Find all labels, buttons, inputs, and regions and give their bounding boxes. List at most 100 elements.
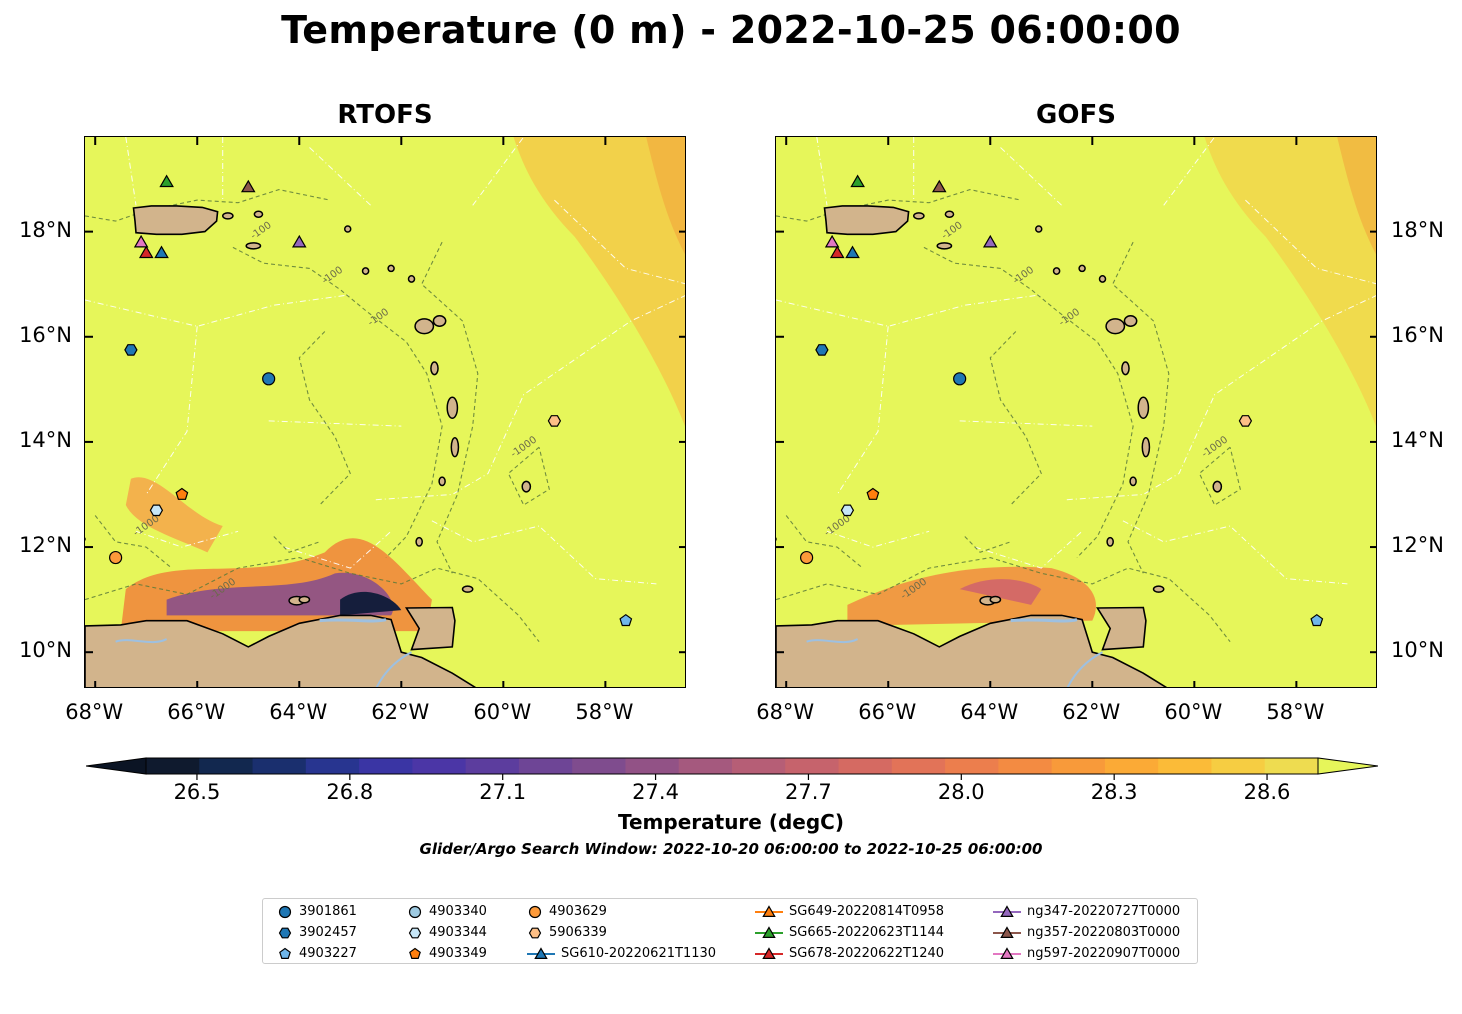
river <box>115 638 168 644</box>
river <box>806 638 859 644</box>
marker-4903349 <box>175 487 189 500</box>
cool-anomaly <box>166 572 394 616</box>
maritime-boundary <box>125 137 137 206</box>
bathymetry-contour <box>298 331 351 506</box>
island <box>1123 314 1138 328</box>
legend-marker-icon <box>755 904 783 917</box>
legend-label: SG678-20220622T1240 <box>789 946 945 961</box>
legend-item: ng347-20220727T0000 <box>993 901 1180 922</box>
island <box>298 595 311 604</box>
maritime-boundary <box>959 420 1093 427</box>
lon-tick-label: 58°W <box>575 700 634 724</box>
bathymetry-contour <box>507 446 550 506</box>
colorbar-tick-label: 27.1 <box>479 780 527 804</box>
colorbar-segment <box>412 758 467 774</box>
maritime-boundary <box>974 530 1083 569</box>
colorbar-segment <box>998 758 1053 774</box>
island <box>521 480 532 493</box>
island <box>414 318 435 335</box>
marker-SG610-20220621T1130 <box>154 245 169 259</box>
marker-4903227 <box>619 613 633 627</box>
colorbar-segment <box>838 758 893 774</box>
legend-item: 3902457 <box>277 922 357 943</box>
legend-symbol <box>279 947 291 959</box>
maritime-boundary <box>816 137 828 206</box>
island <box>387 264 395 273</box>
marker-ng357-20220803T0000 <box>240 179 256 193</box>
island <box>1052 267 1061 275</box>
legend-label: ng347-20220727T0000 <box>1027 904 1181 919</box>
island <box>1078 264 1086 273</box>
bathymetry-contour <box>421 241 479 574</box>
warm-anomaly-west <box>125 477 223 553</box>
legend-label: ng597-20220907T0000 <box>1027 946 1181 961</box>
marker-4903629 <box>800 550 814 565</box>
colorbar-over-extend <box>1317 757 1378 775</box>
panel-title-rtofs: RTOFS <box>337 100 433 130</box>
lat-tick-label: 16°N <box>19 322 72 347</box>
colorbar-segment <box>1264 758 1319 774</box>
colorbar-tick-label: 27.4 <box>632 780 679 804</box>
legend-item: 4903344 <box>407 922 487 943</box>
lon-tick-label: 66°W <box>167 700 226 724</box>
marker-4903344 <box>840 504 855 517</box>
legend-marker-icon <box>527 946 555 959</box>
legend-marker-icon <box>528 905 542 918</box>
marker-SG678-20220622T1240 <box>138 245 154 259</box>
lon-tick-label: 62°W <box>371 700 430 724</box>
legend-label: 4903629 <box>549 904 607 919</box>
colorbar-tick-label: 28.3 <box>1090 780 1138 804</box>
bathymetry-contour <box>232 246 443 558</box>
island <box>1034 225 1043 233</box>
maritime-boundary <box>268 420 402 427</box>
island <box>936 242 953 250</box>
island <box>446 396 459 420</box>
bathymetry-contour <box>1112 241 1170 574</box>
legend-symbol <box>408 905 422 918</box>
legend-item: ng597-20220907T0000 <box>993 943 1180 964</box>
bathymetry-contour <box>776 189 1022 222</box>
river <box>1066 651 1103 687</box>
lat-tick-label: 12°N <box>19 533 72 558</box>
bathymetry-contour <box>85 557 540 643</box>
island <box>1106 536 1114 547</box>
rtofs-map[interactable]: -100 -100 -100 -1000 -1000 -1000 <box>84 136 686 688</box>
legend-item: 4903227 <box>277 943 357 964</box>
lon-tick-label: 68°W <box>65 700 124 724</box>
colorbar-segment <box>305 758 360 774</box>
legend-marker-icon <box>755 925 783 938</box>
legend-marker-icon <box>278 927 292 938</box>
map-canvas: -100-100-100-1000-1000-1000 <box>776 137 1376 687</box>
legend-symbol <box>408 927 422 938</box>
colorbar-segment <box>359 758 413 774</box>
legend-symbol <box>1000 946 1014 959</box>
legend-label: 3902457 <box>299 925 357 940</box>
bathymetry-contour <box>785 515 864 569</box>
marker-ng347-20220727T0000 <box>291 234 307 248</box>
marker-ng597-20220907T0000 <box>133 234 149 248</box>
legend-label: SG649-20220814T0958 <box>789 904 945 919</box>
marker-3901861 <box>953 372 967 386</box>
lat-tick-label: 12°N <box>1391 533 1444 558</box>
legend-label: 4903344 <box>429 925 487 940</box>
marker-5906339 <box>1238 415 1253 427</box>
bathymetry-contour <box>85 189 331 222</box>
island <box>1098 275 1107 283</box>
colorbar-segment <box>625 758 680 774</box>
maritime-boundary <box>1163 137 1216 206</box>
gofs-map[interactable]: -100 -100 -100 -1000 -1000 -1000 <box>775 136 1377 688</box>
lat-tick-label: 10°N <box>19 638 72 663</box>
lat-tick-label: 16°N <box>1391 322 1444 347</box>
legend-symbol <box>278 927 292 938</box>
lat-tick-label: 18°N <box>1391 217 1444 242</box>
warm-water-core <box>646 137 685 255</box>
legend-symbol <box>1000 925 1014 938</box>
lon-tick-label: 68°W <box>756 700 815 724</box>
maritime-boundary <box>1000 147 1063 206</box>
legend-item: ng357-20220803T0000 <box>993 922 1180 943</box>
legend-label: SG665-20220623T1144 <box>789 925 945 940</box>
trinidad-island <box>1095 606 1147 651</box>
maritime-boundary <box>135 530 239 548</box>
island <box>432 314 447 328</box>
marker-3901861 <box>262 372 276 386</box>
